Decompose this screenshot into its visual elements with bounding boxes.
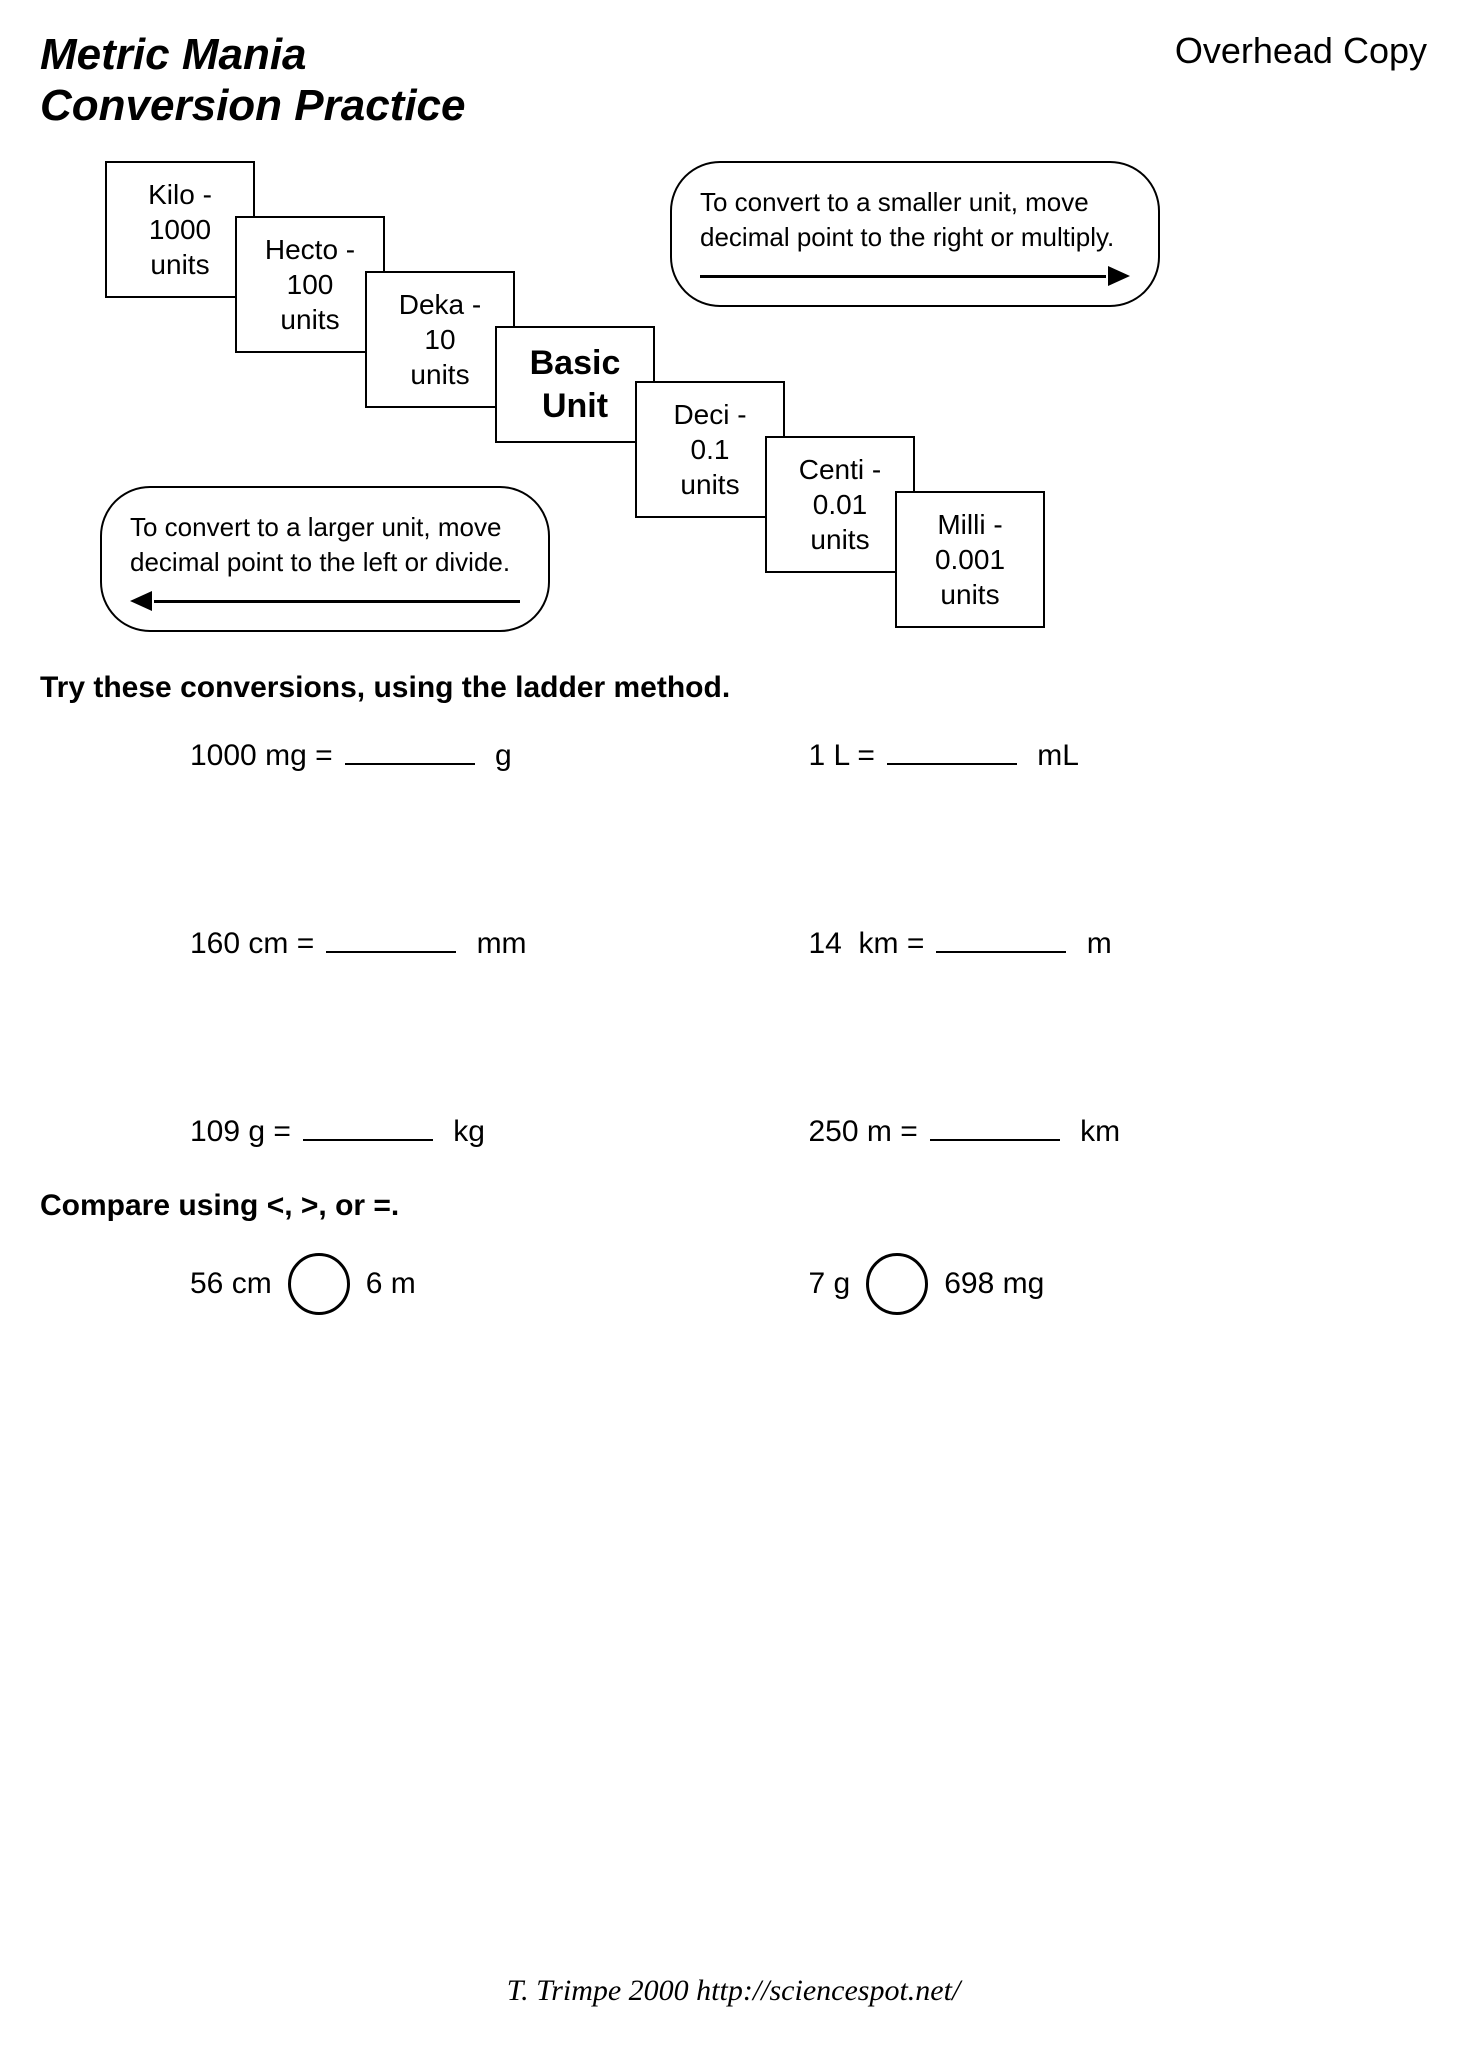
title-line1: Metric Mania [40, 30, 466, 81]
title-block: Metric Mania Conversion Practice [40, 30, 466, 131]
problem-post: mL [1029, 739, 1079, 773]
problem-1-left: 160 cm = mm [190, 923, 809, 961]
step-name: Hecto - [247, 232, 373, 267]
footer-credit: T. Trimpe 2000 http://sciencespot.net/ [0, 1974, 1467, 2008]
step-name: Kilo - [117, 177, 243, 212]
problem-row-0: 1000 mg = g1 L = mL [190, 735, 1427, 773]
answer-blank[interactable] [887, 735, 1017, 765]
compare-right: 698 mg [944, 1267, 1044, 1301]
step-unit: units [777, 522, 903, 557]
step-value: 0.1 [647, 432, 773, 467]
compare-item-0: 56 cm 6 m [190, 1253, 809, 1315]
problem-row-2: 109 g = kg250 m = km [190, 1111, 1427, 1149]
answer-blank[interactable] [326, 923, 456, 953]
problem-pre: 1 L = [809, 739, 875, 773]
step-name: Milli - [907, 507, 1033, 542]
problems-list: 1000 mg = g1 L = mL160 cm = mm14 km = m1… [40, 735, 1427, 1149]
answer-blank[interactable] [303, 1111, 433, 1141]
problem-post: mm [468, 927, 526, 961]
answer-blank[interactable] [930, 1111, 1060, 1141]
ladder-step-6: Milli -0.001units [895, 491, 1045, 628]
step-unit: units [117, 247, 243, 282]
overhead-label: Overhead Copy [1175, 30, 1427, 72]
step-value: 1000 [117, 212, 243, 247]
bubble-smaller-unit: To convert to a smaller unit, move decim… [670, 161, 1160, 307]
step-value: 0.001 [907, 542, 1033, 577]
problem-0-left: 1000 mg = g [190, 735, 809, 773]
ladder-step-2: Deka -10units [365, 271, 515, 408]
ladder-step-3: BasicUnit [495, 326, 655, 443]
problem-pre: 1000 mg = [190, 739, 333, 773]
compare-row: 56 cm 6 m 7 g 698 mg [40, 1253, 1427, 1315]
step-name: Basic [507, 342, 643, 385]
answer-blank[interactable] [936, 923, 1066, 953]
bubble-smaller-unit-text: To convert to a smaller unit, move decim… [700, 185, 1130, 255]
problem-2-left: 109 g = kg [190, 1111, 809, 1149]
problem-post: km [1072, 1115, 1120, 1149]
problem-pre: 14 km = [809, 927, 925, 961]
section2-heading: Compare using <, >, or =. [40, 1189, 1427, 1223]
problem-pre: 160 cm = [190, 927, 314, 961]
step-value: Unit [507, 385, 643, 428]
compare-left: 56 cm [190, 1267, 272, 1301]
compare-item-1: 7 g 698 mg [809, 1253, 1428, 1315]
problem-pre: 250 m = [809, 1115, 918, 1149]
compare-circle[interactable] [288, 1253, 350, 1315]
ladder-step-5: Centi -0.01units [765, 436, 915, 573]
section1-heading: Try these conversions, using the ladder … [40, 671, 1427, 705]
problem-post: g [487, 739, 512, 773]
problem-1-right: 14 km = m [809, 923, 1428, 961]
compare-right: 6 m [366, 1267, 416, 1301]
title-line2: Conversion Practice [40, 81, 466, 132]
ladder-step-0: Kilo -1000units [105, 161, 255, 298]
problem-0-right: 1 L = mL [809, 735, 1428, 773]
step-value: 100 [247, 267, 373, 302]
step-unit: units [907, 577, 1033, 612]
problem-post: kg [445, 1115, 485, 1149]
problem-pre: 109 g = [190, 1115, 291, 1149]
right-arrow-icon [700, 269, 1130, 283]
answer-blank[interactable] [345, 735, 475, 765]
bubble-larger-unit: To convert to a larger unit, move decima… [100, 486, 550, 632]
step-name: Deci - [647, 397, 773, 432]
step-value: 10 [377, 322, 503, 357]
bubble-larger-unit-text: To convert to a larger unit, move decima… [130, 510, 520, 580]
ladder-diagram: Kilo -1000unitsHecto -100unitsDeka -10un… [40, 161, 1427, 631]
header: Metric Mania Conversion Practice Overhea… [40, 30, 1427, 131]
problem-2-right: 250 m = km [809, 1111, 1428, 1149]
ladder-step-4: Deci -0.1units [635, 381, 785, 518]
compare-circle[interactable] [866, 1253, 928, 1315]
compare-left: 7 g [809, 1267, 851, 1301]
step-unit: units [247, 302, 373, 337]
step-name: Centi - [777, 452, 903, 487]
ladder-step-1: Hecto -100units [235, 216, 385, 353]
step-name: Deka - [377, 287, 503, 322]
step-unit: units [647, 467, 773, 502]
problem-row-1: 160 cm = mm14 km = m [190, 923, 1427, 961]
left-arrow-icon [130, 594, 520, 608]
step-unit: units [377, 357, 503, 392]
problem-post: m [1078, 927, 1111, 961]
step-value: 0.01 [777, 487, 903, 522]
